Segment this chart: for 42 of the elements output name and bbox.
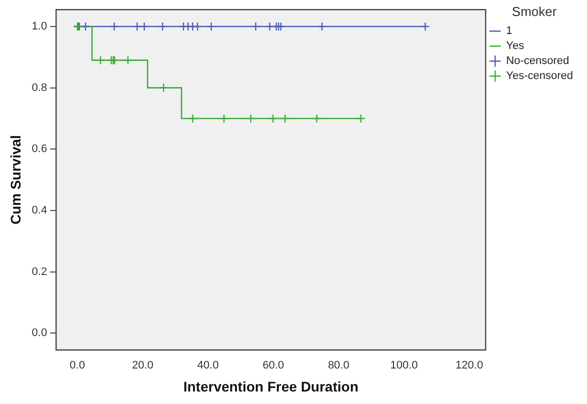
legend-label: No-censored — [506, 55, 570, 68]
y-tick-label: 0.4 — [32, 204, 48, 216]
point — [110, 22, 119, 32]
legend-label: Yes-censored — [506, 70, 573, 82]
point — [158, 22, 168, 32]
y-tick-label: 0.0 — [32, 327, 48, 340]
point — [158, 83, 168, 92]
x-axis-title: Intervention Free Duration — [183, 378, 358, 394]
x-tick-label: 120.0 — [456, 360, 484, 372]
y-tick-label: 0.8 — [32, 82, 48, 94]
point — [251, 22, 260, 32]
point — [312, 114, 322, 124]
point — [265, 22, 274, 32]
point — [80, 22, 90, 32]
point — [206, 22, 216, 32]
legend-title: Smoker — [512, 4, 558, 20]
y-tick-label: 0.2 — [32, 266, 48, 278]
y-axis-title: Cum Survival — [7, 135, 24, 225]
point — [276, 22, 286, 32]
point — [96, 56, 106, 65]
legend-label: 1 — [506, 25, 512, 38]
point — [317, 22, 327, 32]
point — [188, 114, 198, 124]
point — [219, 114, 229, 124]
y-tick-label: 0.6 — [32, 143, 48, 156]
point — [140, 22, 149, 32]
point — [123, 56, 133, 65]
y-tick-label: 1.0 — [32, 20, 48, 32]
x-tick-label: 0.0 — [70, 360, 85, 372]
point — [420, 22, 430, 32]
x-tick-label: 100.0 — [390, 360, 418, 372]
legend-label: Yes — [506, 40, 525, 52]
point — [280, 114, 290, 124]
x-tick-label: 40.0 — [197, 360, 219, 372]
x-tick-label: 60.0 — [262, 360, 284, 372]
point — [192, 22, 202, 32]
point — [246, 114, 256, 124]
point — [268, 114, 278, 124]
x-tick-label: 80.0 — [328, 360, 350, 372]
point — [356, 114, 366, 124]
x-tick-label: 20.0 — [132, 360, 154, 372]
point — [132, 22, 142, 32]
